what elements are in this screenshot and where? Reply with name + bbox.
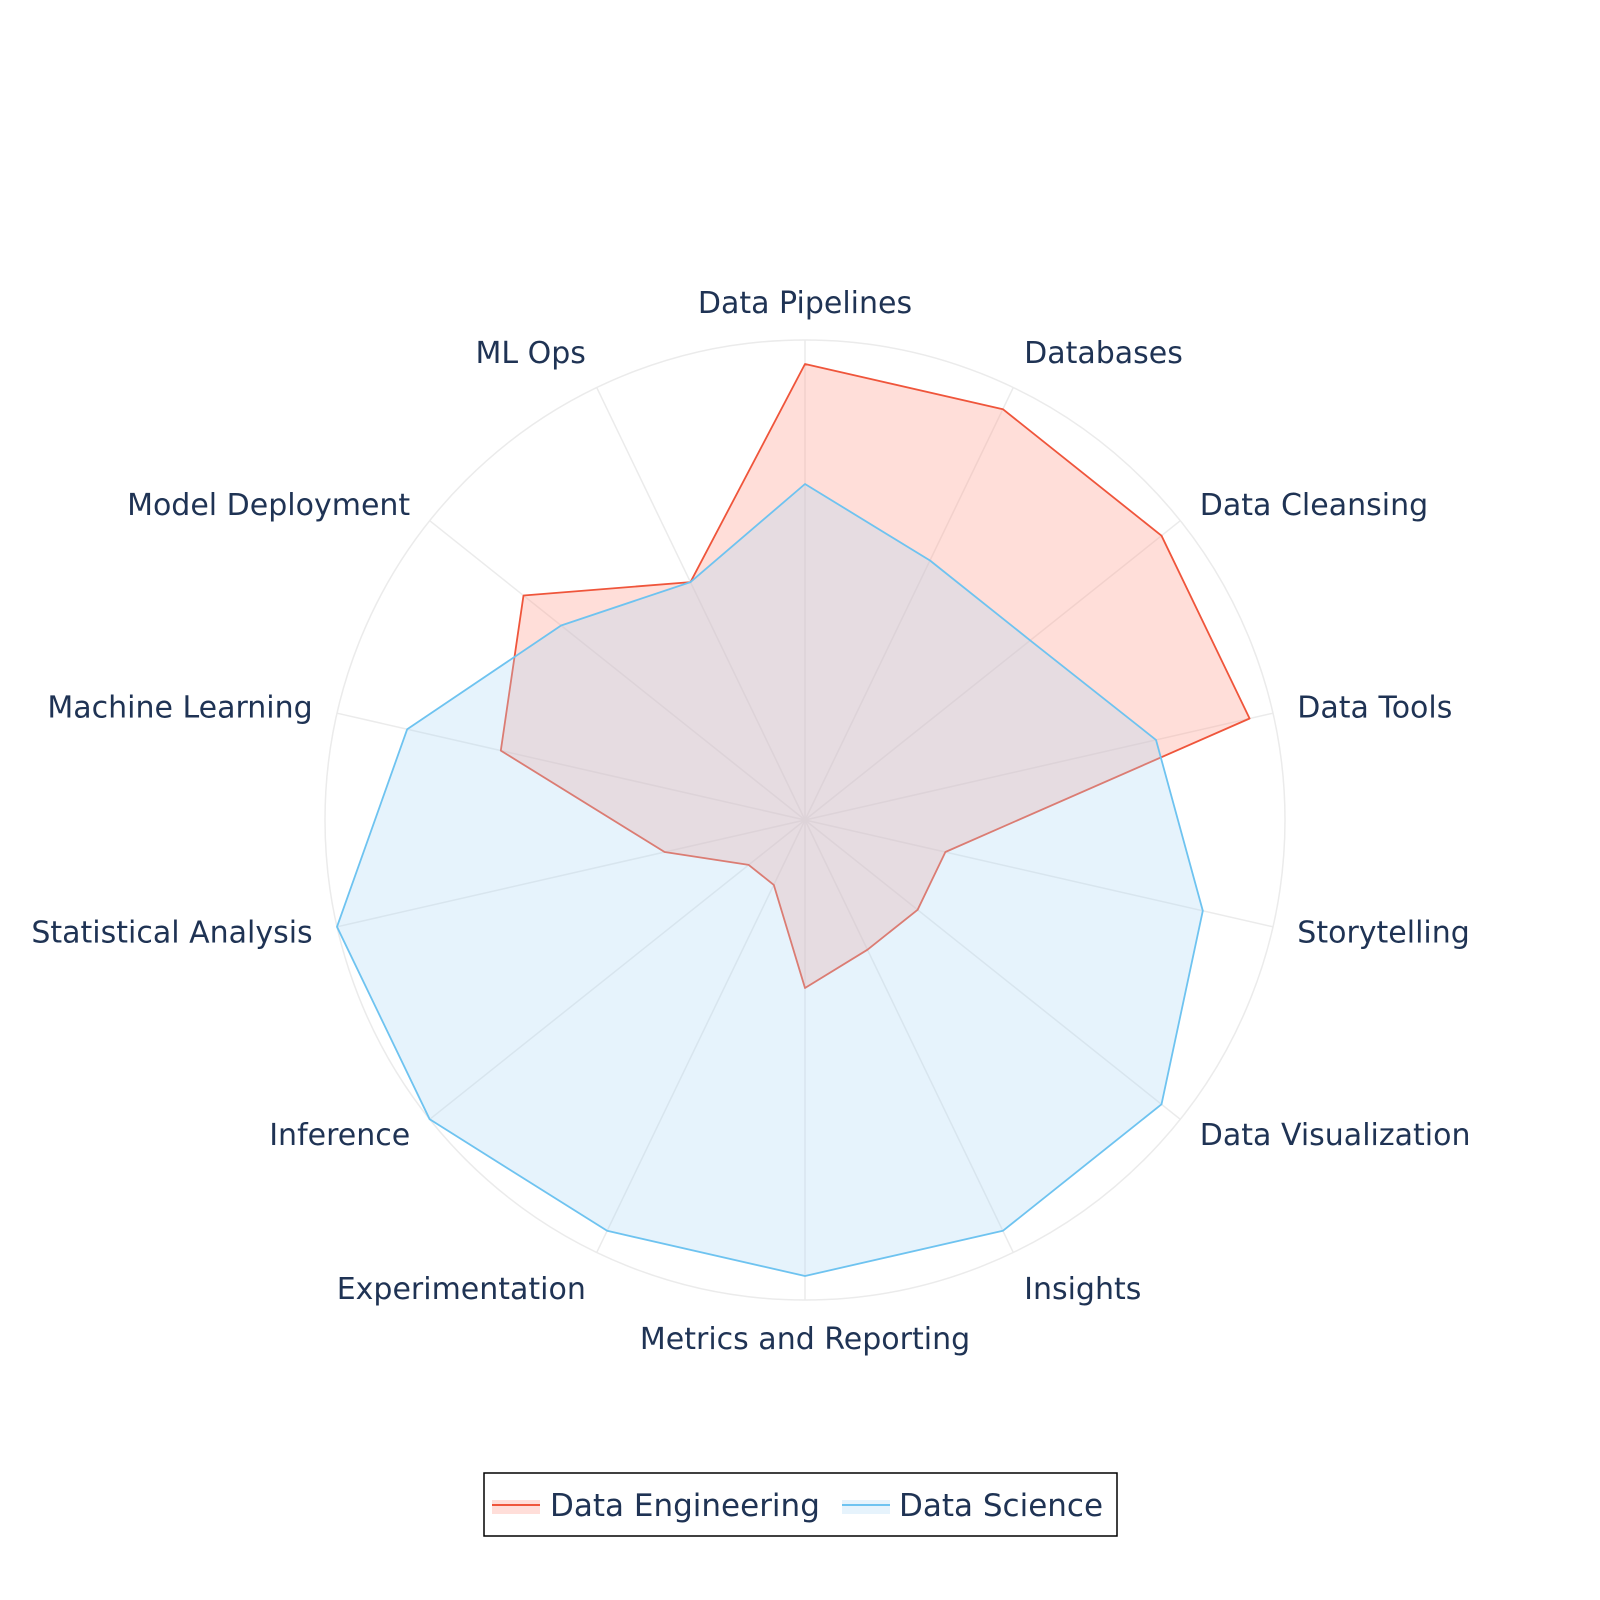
- grid-spoke-statistical-analysis: [336, 819, 806, 928]
- series-area-data-engineering[interactable]: [499, 363, 1251, 989]
- radar-series: [336, 363, 1251, 1277]
- axis-label-databases: Databases: [1024, 336, 1183, 371]
- axis-label-ml-ops: ML Ops: [475, 336, 585, 371]
- series-area-data-science[interactable]: [336, 483, 1204, 1277]
- axis-label-data-tools: Data Tools: [1297, 691, 1452, 726]
- axis-label-data-cleansing: Data Cleansing: [1200, 488, 1428, 523]
- axis-label-inference: Inference: [269, 1118, 410, 1153]
- grid-spoke-insights: [804, 819, 1014, 1253]
- legend-item-data-engineering[interactable]: Data Engineering: [492, 1488, 820, 1524]
- legend-swatch-data-engineering: [492, 1500, 540, 1514]
- axis-label-data-visualization: Data Visualization: [1200, 1118, 1471, 1153]
- axis-label-statistical-analysis: Statistical Analysis: [31, 915, 312, 950]
- grid-spoke-data-cleansing: [804, 520, 1181, 821]
- legend[interactable]: Data Engineering Data Science: [483, 1472, 1118, 1537]
- legend-label-data-science: Data Science: [899, 1488, 1103, 1524]
- grid-spoke-databases: [804, 387, 1014, 821]
- grid-spoke-machine-learning: [336, 712, 806, 821]
- legend-item-data-science[interactable]: Data Science: [842, 1488, 1103, 1524]
- grid-spoke-storytelling: [804, 819, 1274, 928]
- radar-grid: [324, 339, 1286, 1301]
- legend-label-data-engineering: Data Engineering: [550, 1488, 820, 1524]
- axis-label-data-pipelines: Data Pipelines: [698, 286, 912, 321]
- grid-spoke-ml-ops: [596, 387, 806, 821]
- grid-spoke-model-deployment: [429, 520, 806, 821]
- legend-frame: [483, 1472, 1118, 1537]
- axis-label-insights: Insights: [1024, 1272, 1141, 1307]
- axis-label-storytelling: Storytelling: [1297, 915, 1470, 950]
- axis-label-machine-learning: Machine Learning: [47, 691, 312, 726]
- grid-spoke-experimentation: [596, 819, 806, 1253]
- axis-label-metrics-and-reporting: Metrics and Reporting: [640, 1322, 970, 1357]
- grid-spoke-data-tools: [804, 712, 1274, 821]
- grid-spoke-data-visualization: [804, 819, 1181, 1120]
- grid-spoke-inference: [429, 819, 806, 1120]
- axis-labels: Data Pipelines Databases Data Cleansing Dat…: [31, 286, 1470, 1357]
- axis-label-experimentation: Experimentation: [337, 1272, 586, 1307]
- legend-swatch-data-science: [842, 1500, 890, 1514]
- axis-label-model-deployment: Model Deployment: [127, 488, 410, 523]
